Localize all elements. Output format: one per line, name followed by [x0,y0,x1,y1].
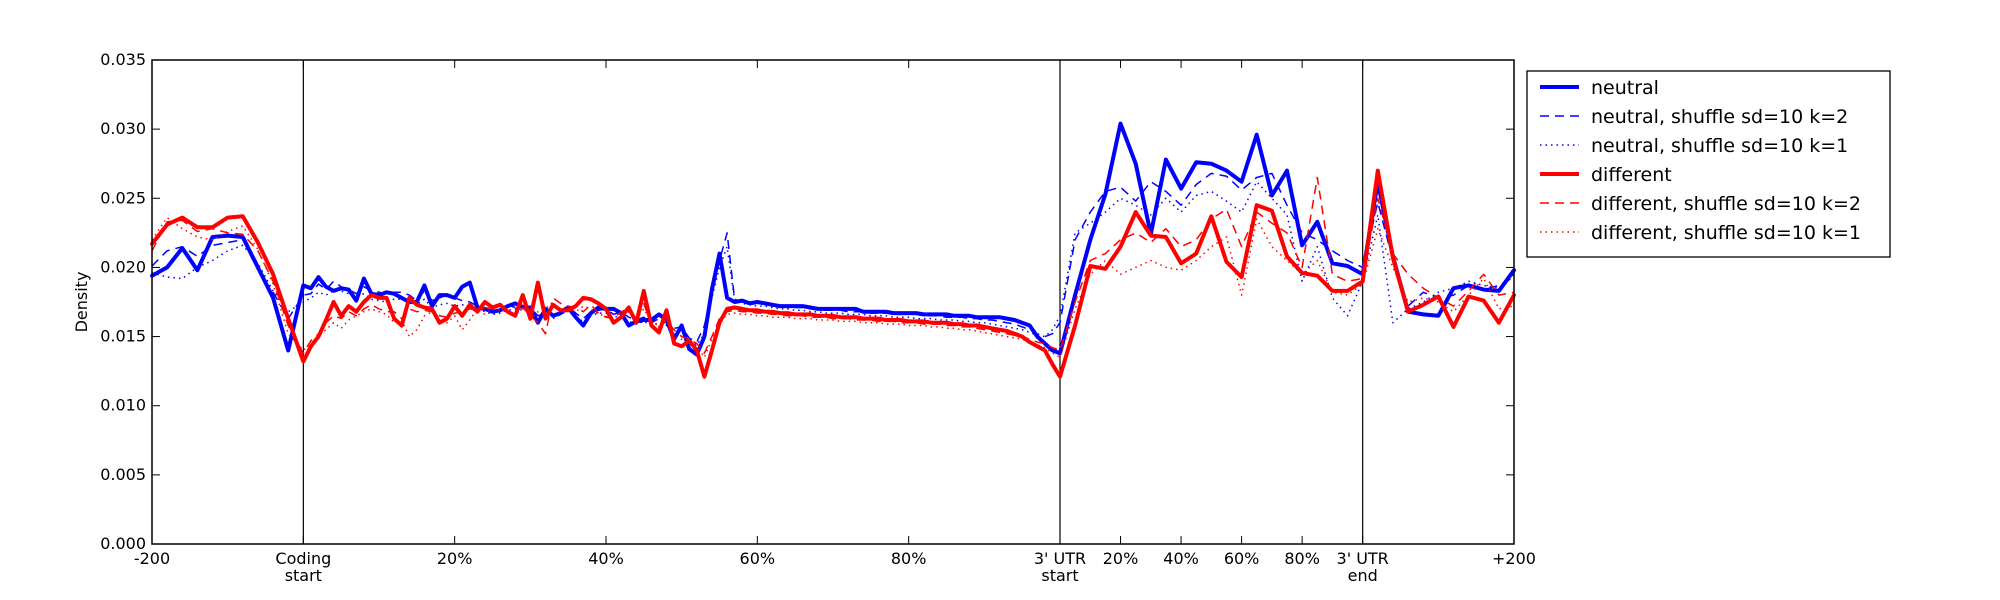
legend-label: different, shuffle sd=10 k=2 [1591,193,1861,215]
x-tick-label: 80% [1284,549,1320,568]
y-tick-label: 0.035 [100,50,146,69]
x-tick-label: 60% [1224,549,1260,568]
x-tick-label: 40% [588,549,624,568]
series-line-4 [151,176,1515,354]
series-line-0 [150,121,1516,357]
y-tick-label: 0.030 [100,119,146,138]
legend-label: neutral, shuffle sd=10 k=1 [1591,135,1848,157]
series-layer [150,121,1516,379]
legend-label: different [1591,164,1672,186]
ticks-layer: 0.000 0.005 0.010 0.015 0.020 0.025 0.030 0.035… [100,50,1536,585]
y-tick-label: 0.010 [100,396,146,415]
x-tick-label: 60% [740,549,776,568]
x-tick-label: -200 [134,549,170,568]
x-tick-label: Coding start [275,549,331,585]
x-tick-label: +200 [1492,549,1536,568]
x-tick-label: 80% [891,549,927,568]
legend: neutral neutral, shuffle sd=10 k=2 neutral… [1526,70,1891,258]
series-line-1 [151,172,1515,343]
y-tick-label: 0.020 [100,257,146,276]
x-tick-label: 3' UTR start [1034,549,1086,585]
series-line-5 [151,216,1515,359]
series-line-2 [151,180,1515,346]
x-tick-label: 20% [1103,549,1139,568]
axes-frame [151,59,1515,545]
y-tick-label: 0.005 [100,465,146,484]
legend-box [1526,70,1891,258]
x-tick-label: 3' UTR end [1337,549,1389,585]
y-tick-label: 0.025 [100,188,146,207]
y-tick-label: 0.015 [100,327,146,346]
x-tick-label: 40% [1163,549,1199,568]
x-tick-label: 20% [437,549,473,568]
legend-label: different, shuffle sd=10 k=1 [1591,222,1861,244]
y-tick-label: 0.000 [100,534,146,553]
legend-label: neutral [1591,77,1659,99]
y-axis-label: Density [72,272,91,333]
legend-label: neutral, shuffle sd=10 k=2 [1591,106,1848,128]
